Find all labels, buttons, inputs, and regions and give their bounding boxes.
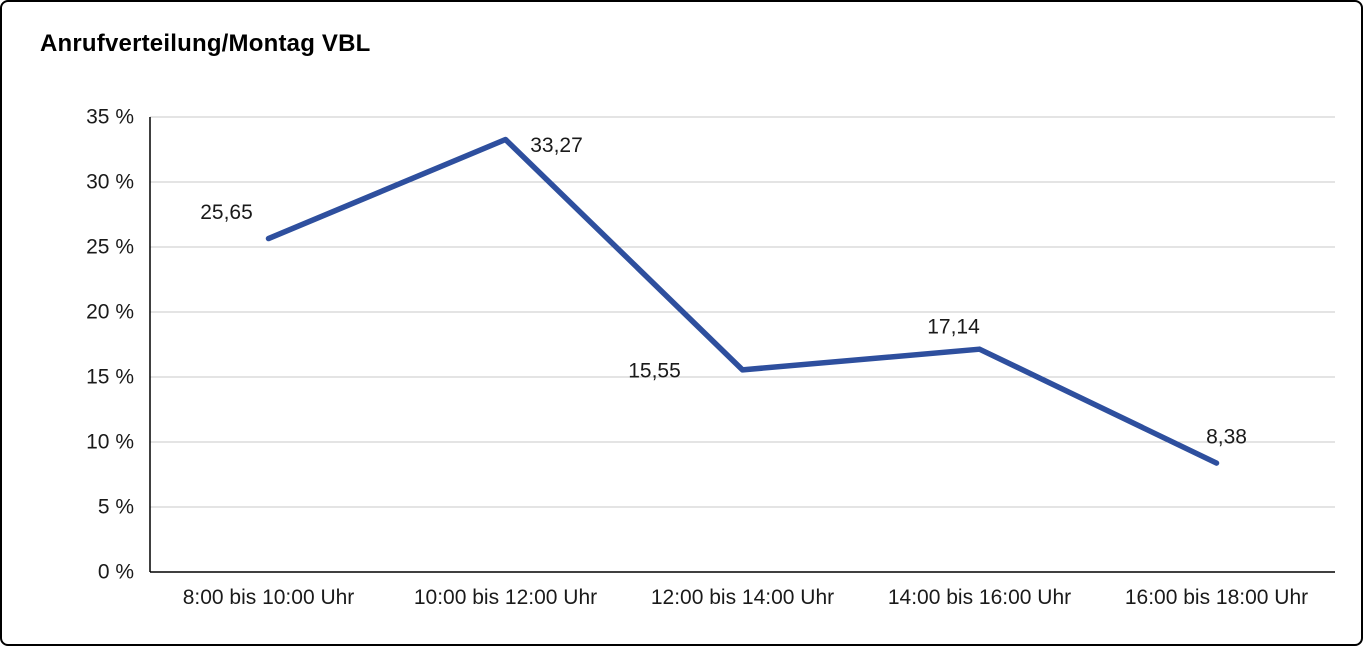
- y-tick-label: 30 %: [86, 171, 134, 194]
- y-tick-label: 0 %: [98, 561, 134, 584]
- x-tick-label: 12:00 bis 14:00 Uhr: [651, 586, 834, 609]
- y-tick-label: 35 %: [86, 106, 134, 129]
- y-tick-label: 10 %: [86, 431, 134, 454]
- point-value-label: 25,65: [200, 201, 253, 224]
- x-tick-label: 10:00 bis 12:00 Uhr: [414, 586, 597, 609]
- data-line: [265, 136, 1220, 466]
- point-value-label: 33,27: [530, 134, 583, 157]
- point-value-label: 15,55: [628, 359, 681, 382]
- y-tick-label: 25 %: [86, 236, 134, 259]
- point-value-label: 17,14: [927, 316, 980, 339]
- chart-title: Anrufverteilung/Montag VBL: [40, 30, 371, 57]
- x-tick-label: 8:00 bis 10:00 Uhr: [183, 586, 355, 609]
- x-tick-label: 16:00 bis 18:00 Uhr: [1125, 586, 1308, 609]
- y-tick-label: 20 %: [86, 301, 134, 324]
- x-tick-label: 14:00 bis 16:00 Uhr: [888, 586, 1071, 609]
- y-tick-label: 15 %: [86, 366, 134, 389]
- y-tick-label: 5 %: [98, 496, 134, 519]
- point-value-label: 8,38: [1206, 426, 1247, 449]
